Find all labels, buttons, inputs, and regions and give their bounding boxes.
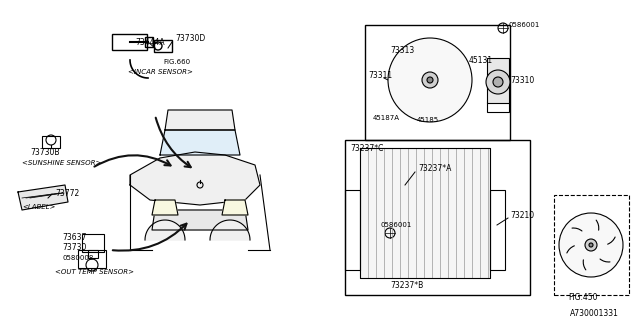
Text: FIG.660: FIG.660 <box>163 59 190 65</box>
Text: <SUNSHINE SENSOR>: <SUNSHINE SENSOR> <box>22 160 101 166</box>
Text: 73237*C: 73237*C <box>350 143 383 153</box>
FancyArrowPatch shape <box>419 100 424 114</box>
Text: 73637: 73637 <box>62 234 86 243</box>
Circle shape <box>585 239 597 251</box>
Polygon shape <box>165 110 235 130</box>
Bar <box>345 190 360 270</box>
Text: A730001331: A730001331 <box>570 308 619 317</box>
Polygon shape <box>222 200 248 215</box>
FancyArrowPatch shape <box>398 81 408 91</box>
FancyArrowPatch shape <box>607 237 615 244</box>
Polygon shape <box>152 210 248 230</box>
Circle shape <box>422 72 438 88</box>
FancyArrowPatch shape <box>572 228 582 231</box>
Bar <box>345 140 530 295</box>
Bar <box>487 58 509 103</box>
Text: 0586001: 0586001 <box>508 22 540 28</box>
Circle shape <box>486 70 510 94</box>
Text: 73310: 73310 <box>510 76 534 84</box>
Bar <box>365 25 510 140</box>
Circle shape <box>493 77 503 87</box>
Text: 73730: 73730 <box>62 244 86 252</box>
FancyArrowPatch shape <box>596 220 599 230</box>
Text: 0586001: 0586001 <box>380 222 412 228</box>
Text: 73444A: 73444A <box>135 37 164 46</box>
FancyArrowPatch shape <box>452 69 462 79</box>
Text: 73730B: 73730B <box>30 148 60 156</box>
FancyArrowPatch shape <box>567 246 574 253</box>
Polygon shape <box>145 220 185 240</box>
Bar <box>112 34 147 50</box>
Text: <LABEL>: <LABEL> <box>22 204 56 210</box>
Text: 0580008: 0580008 <box>62 255 93 261</box>
Text: 73210: 73210 <box>510 211 534 220</box>
Polygon shape <box>160 130 240 155</box>
Circle shape <box>559 213 623 277</box>
Text: FIG.450: FIG.450 <box>568 292 598 301</box>
FancyArrowPatch shape <box>600 259 610 262</box>
FancyArrowPatch shape <box>442 99 456 103</box>
Text: 73237*B: 73237*B <box>390 281 423 290</box>
FancyArrowPatch shape <box>404 57 418 61</box>
Bar <box>78 250 106 268</box>
Bar <box>487 102 509 112</box>
Text: 73311: 73311 <box>368 70 392 79</box>
Bar <box>88 250 98 258</box>
Text: <OUT TEMP SENSOR>: <OUT TEMP SENSOR> <box>55 269 134 275</box>
Polygon shape <box>360 148 490 278</box>
Text: 73313: 73313 <box>390 45 414 54</box>
Bar <box>145 37 153 47</box>
Polygon shape <box>210 220 250 240</box>
Text: 45185: 45185 <box>417 117 439 123</box>
Text: 73730D: 73730D <box>175 34 205 43</box>
Text: 45131: 45131 <box>469 55 493 65</box>
Bar <box>42 136 60 148</box>
Circle shape <box>388 38 472 122</box>
Bar <box>554 195 629 295</box>
Bar <box>82 234 104 252</box>
Polygon shape <box>130 152 260 205</box>
Circle shape <box>427 77 433 83</box>
FancyArrowPatch shape <box>436 46 440 60</box>
Text: 73237*A: 73237*A <box>418 164 451 172</box>
Text: 73772: 73772 <box>55 188 79 197</box>
Bar <box>490 190 505 270</box>
Text: <INCAR SENSOR>: <INCAR SENSOR> <box>128 69 193 75</box>
FancyArrowPatch shape <box>583 260 586 270</box>
Polygon shape <box>18 185 68 210</box>
Polygon shape <box>152 200 178 215</box>
Bar <box>154 40 172 52</box>
Text: 45187A: 45187A <box>373 115 400 121</box>
Circle shape <box>589 243 593 247</box>
